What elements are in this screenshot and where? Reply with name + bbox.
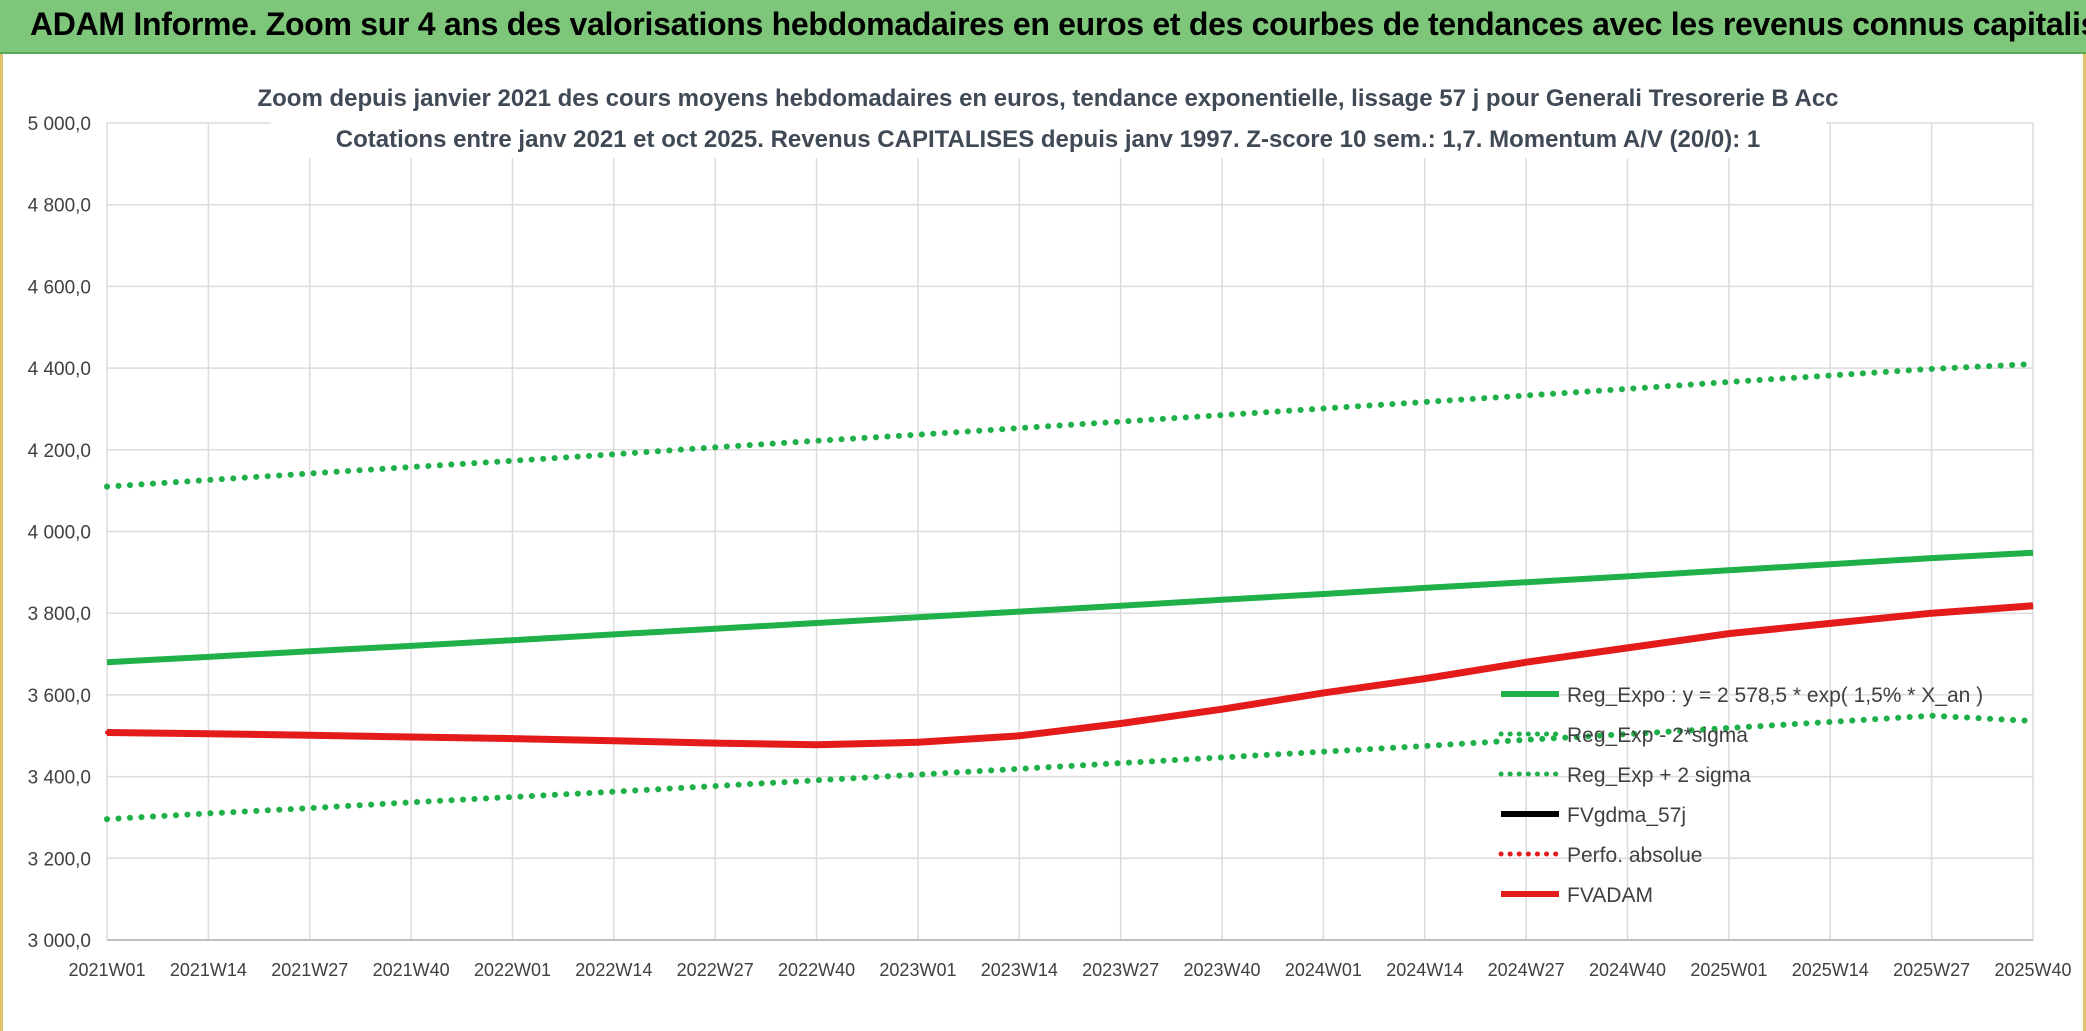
series-line-2 xyxy=(104,712,2036,823)
y-tick-label: 3 000,0 xyxy=(28,931,91,952)
x-tick-label: 2021W14 xyxy=(170,960,247,980)
x-tick-label: 2021W27 xyxy=(271,960,348,980)
chart-frame: Zoom depuis janvier 2021 des cours moyen… xyxy=(0,54,2086,1031)
y-tick-label: 3 400,0 xyxy=(28,768,91,789)
x-tick-label: 2025W01 xyxy=(1690,960,1767,980)
x-tick-label: 2022W27 xyxy=(677,960,754,980)
y-tick-label: 5 000,0 xyxy=(28,114,91,135)
report-title: ADAM Informe. Zoom sur 4 ans des valoris… xyxy=(30,6,2086,42)
line-chart: Zoom depuis janvier 2021 des cours moyen… xyxy=(28,78,2072,980)
y-tick-label: 4 000,0 xyxy=(28,523,91,544)
series-line-6 xyxy=(106,602,2034,749)
legend-label: FVgdma_57j xyxy=(1567,804,1686,827)
legend-label: Perfo. absolue xyxy=(1567,844,1702,867)
x-axis-tick-labels: 2021W01 2021W14 2021W27 2021W40 2022W01 2022W… xyxy=(68,960,2071,980)
chart-subtitle: Cotations entre janv 2021 et oct 2025. R… xyxy=(336,126,1760,153)
x-tick-label: 2025W40 xyxy=(1994,960,2071,980)
x-tick-label: 2024W27 xyxy=(1488,960,1565,980)
y-tick-label: 3 800,0 xyxy=(28,604,91,625)
x-tick-label: 2022W14 xyxy=(575,960,652,980)
x-tick-label: 2024W01 xyxy=(1285,960,1362,980)
x-tick-label: 2021W01 xyxy=(68,960,145,980)
x-tick-label: 2023W01 xyxy=(879,960,956,980)
chart-grid xyxy=(106,122,2034,941)
legend-label: Reg_Expo : y = 2 578,5 * exp( 1,5% * X_a… xyxy=(1567,684,1983,707)
x-tick-label: 2025W27 xyxy=(1893,960,1970,980)
series-line-1 xyxy=(106,549,2034,666)
chart-series xyxy=(104,361,2036,823)
legend-label: FVADAM xyxy=(1567,884,1653,907)
x-tick-label: 2024W14 xyxy=(1386,960,1463,980)
y-tick-label: 4 600,0 xyxy=(28,277,91,298)
y-tick-label: 4 800,0 xyxy=(28,196,91,217)
y-axis-tick-labels: 3 000,0 3 200,0 3 400,0 3 600,0 3 800,0 4 000… xyxy=(28,114,91,952)
x-tick-label: 2022W40 xyxy=(778,960,855,980)
chart-legend: Reg_Expo : y = 2 578,5 * exp( 1,5% * X_a… xyxy=(1498,684,1983,907)
y-tick-label: 3 600,0 xyxy=(28,686,91,707)
x-tick-label: 2022W01 xyxy=(474,960,551,980)
y-tick-label: 3 200,0 xyxy=(28,849,91,870)
x-tick-label: 2023W40 xyxy=(1184,960,1261,980)
x-tick-label: 2023W14 xyxy=(981,960,1058,980)
y-tick-label: 4 200,0 xyxy=(28,441,91,462)
x-tick-label: 2024W40 xyxy=(1589,960,1666,980)
report-banner: ADAM Informe. Zoom sur 4 ans des valoris… xyxy=(0,0,2086,54)
legend-label: Reg_Exp - 2*sigma xyxy=(1567,724,1748,747)
chart-title: Zoom depuis janvier 2021 des cours moyen… xyxy=(257,85,1838,112)
x-tick-label: 2025W14 xyxy=(1792,960,1869,980)
x-tick-label: 2021W40 xyxy=(373,960,450,980)
x-tick-label: 2023W27 xyxy=(1082,960,1159,980)
y-tick-label: 4 400,0 xyxy=(28,359,91,380)
series-line-3 xyxy=(104,361,2036,490)
title-background xyxy=(271,78,1826,158)
legend-label: Reg_Exp + 2 sigma xyxy=(1567,764,1751,787)
